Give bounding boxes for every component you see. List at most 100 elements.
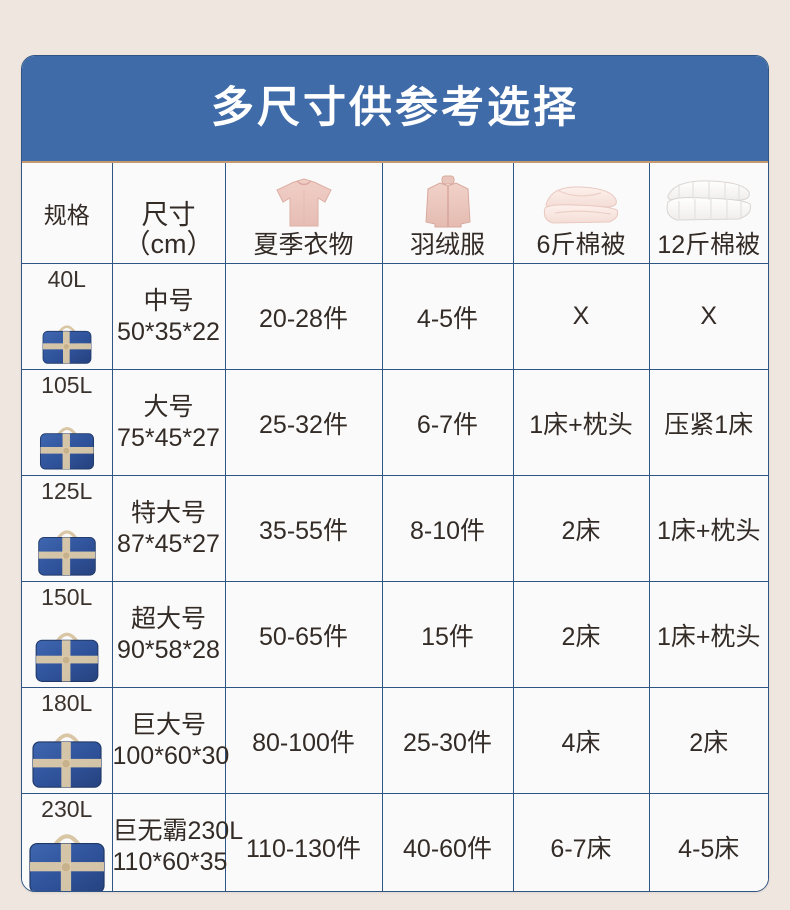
spec-capacity-label: 105L — [41, 372, 93, 398]
size-cell: 巨大号 100*60*30 — [111, 687, 230, 794]
duffel-bag-icon — [22, 723, 112, 791]
table-header-row: 规格 尺寸 （cm） — [22, 163, 768, 264]
size-name: 巨大号 — [130, 711, 206, 739]
spec-cell: 180L — [22, 687, 113, 794]
down-jacket-cell: 15件 — [381, 581, 514, 688]
banner-title: 多尺寸供参考选择 — [211, 84, 579, 132]
spec-cell: 105L — [22, 369, 113, 476]
table-row: 180L — [22, 687, 768, 794]
table-row: 40L — [22, 263, 768, 370]
down-jacket-cell: 8-10件 — [381, 475, 514, 582]
size-cell: 中号 50*35*22 — [111, 263, 226, 370]
duffel-bag-icon — [22, 823, 112, 891]
down-jacket-cell: 40-60件 — [381, 793, 514, 891]
pink-quilt-icon — [539, 172, 623, 230]
quilt-12jin-cell: 2床 — [648, 687, 768, 794]
quilt-12jin-cell: 压紧1床 — [648, 369, 768, 476]
quilt-6jin-cell: 6-7床 — [512, 793, 650, 891]
quilt-6jin-cell: 4床 — [512, 687, 650, 794]
summer-clothes-cell: 80-100件 — [224, 687, 383, 794]
spec-cell: 40L — [22, 263, 113, 370]
tshirt-icon — [273, 172, 335, 230]
size-chart-card: 多尺寸供参考选择 规格 尺寸 （cm） — [21, 55, 769, 892]
column-header-summer-clothes-inner: 夏季衣物 — [226, 163, 382, 263]
duffel-bag-icon — [22, 623, 112, 685]
spec-inner: 125L — [22, 476, 112, 581]
table-header: 规格 尺寸 （cm） — [22, 163, 768, 264]
quilt-12jin-cell: X — [648, 263, 768, 370]
column-header-quilt-12jin: 12斤棉被 — [648, 163, 769, 264]
size-name: 特大号 — [130, 499, 206, 527]
column-header-quilt-6jin-inner: 6斤棉被 — [514, 163, 649, 263]
spec-inner: 230L — [22, 794, 112, 891]
quilt-12jin-cell: 4-5床 — [648, 793, 768, 891]
summer-clothes-cell: 25-32件 — [224, 369, 383, 476]
column-header-size-label: 尺寸 — [141, 199, 196, 230]
column-header-spec: 规格 — [22, 163, 113, 264]
quilt-6jin-cell: 1床+枕头 — [512, 369, 650, 476]
column-header-quilt-12jin-label: 12斤棉被 — [657, 231, 761, 259]
size-cell: 大号 75*45*27 — [111, 369, 226, 476]
spec-cell: 230L — [22, 793, 113, 891]
size-cell: 巨无霸230L 110*60*35 — [111, 793, 244, 891]
size-cell: 超大号 90*58*28 — [111, 581, 226, 688]
size-comparison-table: 规格 尺寸 （cm） — [22, 163, 768, 891]
down-jacket-cell: 6-7件 — [381, 369, 514, 476]
white-quilt-icon — [663, 172, 755, 230]
quilt-12jin-cell: 1床+枕头 — [648, 581, 768, 688]
column-header-down-jacket-label: 羽绒服 — [409, 231, 485, 259]
down-jacket-cell: 25-30件 — [381, 687, 514, 794]
spec-cell: 150L — [22, 581, 113, 688]
size-name: 巨无霸230L — [112, 817, 244, 845]
spec-capacity-label: 230L — [41, 796, 93, 822]
duffel-bag-icon — [22, 521, 112, 579]
column-header-summer-clothes-label: 夏季衣物 — [253, 231, 354, 259]
size-dimensions: 90*58*28 — [117, 635, 220, 664]
column-header-quilt-12jin-inner: 12斤棉被 — [650, 163, 769, 263]
table-row: 125L — [22, 475, 768, 582]
column-header-size-unit: （cm） — [123, 228, 214, 259]
quilt-6jin-cell: 2床 — [512, 581, 650, 688]
spec-capacity-label: 40L — [47, 266, 86, 292]
quilt-6jin-cell: X — [512, 263, 650, 370]
summer-clothes-cell: 20-28件 — [224, 263, 383, 370]
size-name: 超大号 — [130, 605, 206, 633]
banner: 多尺寸供参考选择 — [22, 56, 768, 163]
table-row: 150L — [22, 581, 768, 688]
size-dimensions: 100*60*30 — [112, 741, 230, 770]
size-cell: 特大号 87*45*27 — [111, 475, 226, 582]
table-row: 105L — [22, 369, 768, 476]
table-row: 230L — [22, 793, 768, 891]
down-jacket-cell: 4-5件 — [381, 263, 514, 370]
summer-clothes-cell: 110-130件 — [224, 793, 383, 891]
column-header-summer-clothes: 夏季衣物 — [224, 163, 383, 264]
size-dimensions: 110*60*35 — [112, 847, 228, 876]
spec-inner: 150L — [22, 582, 112, 687]
spec-capacity-label: 150L — [41, 584, 93, 610]
column-header-quilt-6jin: 6斤棉被 — [512, 163, 650, 264]
spec-capacity-label: 180L — [41, 690, 93, 716]
quilt-12jin-cell: 1床+枕头 — [648, 475, 768, 582]
spec-cell: 125L — [22, 475, 113, 582]
quilt-6jin-cell: 2床 — [512, 475, 650, 582]
summer-clothes-cell: 35-55件 — [224, 475, 383, 582]
size-name: 中号 — [143, 287, 194, 315]
table-body: 40L — [22, 263, 768, 891]
down-jacket-icon — [421, 172, 475, 230]
size-dimensions: 50*35*22 — [117, 317, 220, 346]
spec-inner: 180L — [22, 688, 112, 793]
column-header-down-jacket: 羽绒服 — [381, 163, 514, 264]
summer-clothes-cell: 50-65件 — [224, 581, 383, 688]
size-dimensions: 75*45*27 — [117, 423, 220, 452]
column-header-size-inner: 尺寸 （cm） — [113, 163, 225, 263]
size-dimensions: 87*45*27 — [117, 529, 220, 558]
spec-inner: 105L — [22, 370, 112, 475]
column-header-quilt-6jin-label: 6斤棉被 — [536, 231, 626, 259]
column-header-size: 尺寸 （cm） — [111, 163, 226, 264]
column-header-spec-label: 规格 — [43, 202, 90, 228]
duffel-bag-icon — [22, 317, 112, 367]
size-name: 大号 — [143, 393, 194, 421]
duffel-bag-icon — [22, 418, 112, 473]
spec-capacity-label: 125L — [41, 478, 93, 504]
